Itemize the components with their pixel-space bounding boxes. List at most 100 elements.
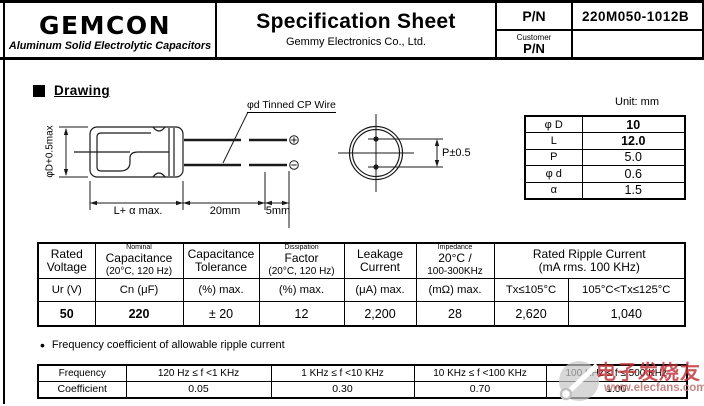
elecfans-logo-icon xyxy=(559,361,599,401)
square-bullet-icon xyxy=(33,84,45,97)
freq-band-header: 10 KHz ≤ f <100 KHz xyxy=(413,364,547,382)
dimension-arrowheads xyxy=(63,128,440,206)
header-capacitance: Nominal Capacitance (20°C, 120 Hz) xyxy=(94,242,184,279)
value-cell: 1,040 xyxy=(567,301,686,327)
crimp-bottom xyxy=(152,172,166,178)
ratings-header-row: Rated Voltage Nominal Capacitance (20°C, 12… xyxy=(37,242,686,279)
coefficient-row-label: Coefficient xyxy=(37,380,127,399)
table-row: L 12.0 xyxy=(524,132,686,150)
capacitor-body-outline xyxy=(89,126,184,178)
watermark: 电子发烧友 www.elecfans.com xyxy=(552,352,704,404)
frequency-coefficient-row: Coefficient 0.05 0.30 0.70 1.00 xyxy=(37,380,688,399)
bottom-view-crosshair xyxy=(338,114,443,192)
header-divider-rule xyxy=(0,57,704,60)
frequency-header-label: Frequency xyxy=(37,364,127,382)
value-cell: 50 xyxy=(37,301,96,327)
drawing-section-title: Drawing xyxy=(54,83,111,98)
negative-terminal-icon xyxy=(289,160,299,170)
lead-tip-label: 5mm xyxy=(265,205,291,217)
table-row: P 5.0 xyxy=(524,148,686,167)
pn-value: 220M050-1012B xyxy=(582,8,690,24)
freq-coefficient-value: 0.70 xyxy=(413,380,547,399)
positive-terminal-icon xyxy=(289,135,299,145)
brand-tagline: Aluminum Solid Electrolytic Capacitors xyxy=(8,40,212,52)
watermark-text: 电子发烧友 xyxy=(596,362,701,384)
document-title: Specification Sheet xyxy=(256,10,456,33)
customer-pn-label-main: P/N xyxy=(523,40,545,56)
drawing-section-heading: Drawing xyxy=(33,83,110,98)
value-cell: 2,200 xyxy=(343,301,417,327)
ratings-values-row: 50 220 ± 20 12 2,200 28 2,620 1,040 xyxy=(37,301,686,327)
unit-note: Unit: mm xyxy=(615,96,659,108)
frequency-note-text: Frequency coefficient of allowable rippl… xyxy=(51,339,285,351)
document-title-block: Specification Sheet Gemmy Electronics Co… xyxy=(217,3,495,57)
value-cell: 28 xyxy=(415,301,495,327)
body-diameter-label: φD+0.5max xyxy=(44,125,56,178)
dim-param: α xyxy=(524,181,583,200)
unit-cell: Tx≤105°C xyxy=(493,278,569,302)
header-rated-voltage: Rated Voltage xyxy=(37,242,96,279)
table-row: α 1.5 xyxy=(524,181,686,200)
brand-block: GEMCON Aluminum Solid Electrolytic Capac… xyxy=(5,3,217,57)
dim-value: 0.6 xyxy=(581,165,686,183)
dim-value: 1.5 xyxy=(581,181,686,200)
freq-coefficient-value: 0.30 xyxy=(270,380,415,399)
value-cell: 12 xyxy=(258,301,345,327)
lead-pitch-label: P±0.5 xyxy=(442,147,471,159)
ratings-table: Rated Voltage Nominal Capacitance (20°C, 12… xyxy=(37,242,687,327)
header: GEMCON Aluminum Solid Electrolytic Capac… xyxy=(5,3,704,57)
page-top-border xyxy=(0,0,704,3)
watermark-url: www.elecfans.com xyxy=(604,382,704,394)
unit-cell: (μA) max. xyxy=(343,278,417,302)
lead-length-label: 20mm xyxy=(209,205,241,217)
dim-param: L xyxy=(524,132,583,150)
unit-cell: (%) max. xyxy=(258,278,345,302)
dim-param: φ D xyxy=(524,115,583,134)
header-ripple-current: Rated Ripple Current (mA rms. 100 KHz) xyxy=(493,242,686,279)
unit-cell: (mΩ) max. xyxy=(415,278,495,302)
freq-band-header: 120 Hz ≤ f <1 KHz xyxy=(125,364,272,382)
body-inner-contour xyxy=(96,132,169,172)
table-row: φ D 10 xyxy=(524,115,686,134)
unit-cell: Cn (μF) xyxy=(94,278,184,302)
brand-logo: GEMCON xyxy=(39,11,171,40)
dim-value: 5.0 xyxy=(581,148,686,167)
header-tolerance: Capacitance Tolerance xyxy=(182,242,260,279)
freq-coefficient-value: 0.05 xyxy=(125,380,272,399)
customer-pn-label: Customer P/N xyxy=(497,31,573,57)
dim-value: 12.0 xyxy=(581,132,686,150)
lead-wire-label: φd Tinned CP Wire xyxy=(247,99,336,113)
leader-line xyxy=(222,111,249,164)
header-leakage-current: Leakage Current xyxy=(343,242,417,279)
customer-pn-row: Customer P/N xyxy=(497,31,702,57)
value-cell: 2,620 xyxy=(493,301,569,327)
unit-cell: Ur (V) xyxy=(37,278,96,302)
customer-pn-value xyxy=(573,31,702,57)
length-dimensions xyxy=(89,171,290,228)
bottom-view-outer-circle xyxy=(348,125,404,181)
header-impedance: Impedance 20°C /100-300KHz xyxy=(415,242,495,279)
dimensions-table: φ D 10 L 12.0 P 5.0 φ d 0.6 α 1.5 xyxy=(524,115,686,200)
unit-cell: 105°C<Tx≤125°C xyxy=(567,278,686,302)
pn-label: P/N xyxy=(497,3,573,29)
table-row: φ d 0.6 xyxy=(524,165,686,183)
freq-band-header: 1 KHz ≤ f <10 KHz xyxy=(270,364,415,382)
crimp-top xyxy=(152,126,166,132)
header-dissipation-factor: Dissipation Factor (20°C, 120 Hz) xyxy=(258,242,345,279)
part-number-table: P/N 220M050-1012B Customer P/N xyxy=(495,3,702,57)
body-length-label: L+ α max. xyxy=(113,205,163,217)
value-cell: ± 20 xyxy=(182,301,260,327)
dim-value: 10 xyxy=(581,115,686,134)
lead-wires xyxy=(184,138,287,167)
unit-cell: (%) max. xyxy=(182,278,260,302)
diameter-dimension xyxy=(59,126,88,178)
dim-param: φ d xyxy=(524,165,583,183)
frequency-note: • Frequency coefficient of allowable rip… xyxy=(40,337,285,353)
pn-row: P/N 220M050-1012B xyxy=(497,3,702,31)
bottom-view-inner-circle xyxy=(351,128,401,178)
page-left-border xyxy=(3,0,5,404)
dim-param: P xyxy=(524,148,583,167)
bullet-icon: • xyxy=(40,337,45,353)
customer-pn-label-small: Customer xyxy=(516,32,552,42)
company-name: Gemmy Electronics Co., Ltd. xyxy=(286,36,426,48)
